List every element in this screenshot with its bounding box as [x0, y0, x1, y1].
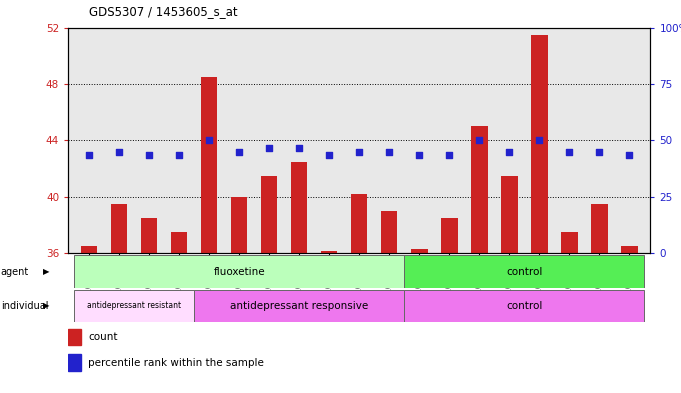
Point — [114, 149, 125, 155]
Bar — [405, 290, 644, 322]
Point — [174, 151, 185, 158]
Bar — [501, 176, 518, 253]
Text: count: count — [89, 332, 118, 342]
Bar — [381, 211, 398, 253]
Point — [504, 149, 515, 155]
Bar — [321, 251, 338, 253]
Text: ▶: ▶ — [43, 301, 50, 310]
Bar — [201, 77, 217, 253]
Text: agent: agent — [1, 266, 29, 277]
Bar — [231, 197, 247, 253]
Bar — [411, 249, 428, 253]
Bar — [261, 176, 277, 253]
Text: fluoxetine: fluoxetine — [213, 266, 265, 277]
Point — [264, 144, 274, 151]
Text: control: control — [506, 301, 543, 311]
Point — [534, 138, 545, 144]
Bar — [621, 246, 637, 253]
Text: antidepressant responsive: antidepressant responsive — [230, 301, 368, 311]
Bar — [171, 232, 187, 253]
Point — [234, 149, 244, 155]
Point — [414, 151, 425, 158]
Point — [354, 149, 365, 155]
Bar — [74, 255, 405, 288]
Point — [294, 144, 304, 151]
Point — [204, 138, 215, 144]
Point — [444, 151, 455, 158]
Point — [474, 138, 485, 144]
Point — [564, 149, 575, 155]
Point — [323, 151, 334, 158]
Bar — [74, 290, 194, 322]
Bar — [68, 329, 81, 345]
Bar — [561, 232, 577, 253]
Text: ▶: ▶ — [43, 267, 50, 276]
Point — [144, 151, 155, 158]
Point — [594, 149, 605, 155]
Bar — [141, 218, 157, 253]
Bar — [111, 204, 127, 253]
Text: individual: individual — [1, 301, 48, 311]
Point — [84, 151, 95, 158]
Bar — [194, 290, 405, 322]
Bar — [591, 204, 607, 253]
Bar — [68, 354, 81, 371]
Point — [384, 149, 395, 155]
Bar — [441, 218, 458, 253]
Text: control: control — [506, 266, 543, 277]
Text: GDS5307 / 1453605_s_at: GDS5307 / 1453605_s_at — [89, 5, 237, 18]
Bar — [291, 162, 307, 253]
Bar — [351, 194, 368, 253]
Bar — [471, 127, 488, 253]
Bar — [405, 255, 644, 288]
Bar — [531, 35, 548, 253]
Point — [624, 151, 635, 158]
Text: antidepressant resistant: antidepressant resistant — [87, 301, 181, 310]
Text: percentile rank within the sample: percentile rank within the sample — [89, 358, 264, 368]
Bar — [81, 246, 97, 253]
